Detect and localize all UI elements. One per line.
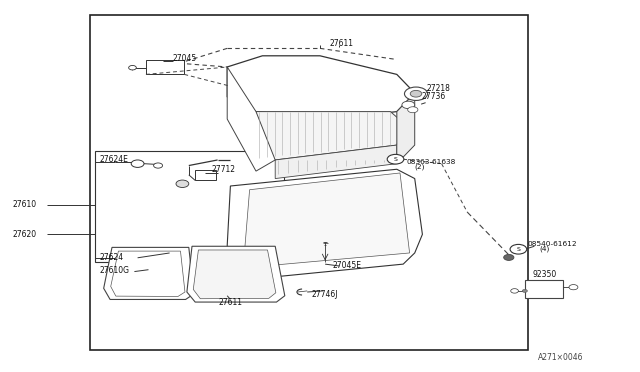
Text: 27712: 27712 [211,165,236,174]
Polygon shape [227,67,275,171]
Polygon shape [397,93,415,164]
Bar [195,170,216,180]
Circle shape [510,244,527,254]
Text: 27746J: 27746J [311,290,337,299]
Text: (2): (2) [415,164,425,170]
Polygon shape [243,173,410,268]
Text: S: S [516,247,520,252]
Bar [90,15,528,350]
Circle shape [404,87,428,100]
Polygon shape [187,246,285,302]
Polygon shape [256,112,403,160]
Circle shape [387,154,404,164]
Text: 08540-61612: 08540-61612 [528,241,578,247]
Text: 27624: 27624 [99,253,124,262]
Circle shape [408,107,418,113]
Circle shape [410,90,422,97]
Polygon shape [227,56,415,119]
Text: A271×0046: A271×0046 [538,353,583,362]
Polygon shape [104,247,194,299]
Circle shape [522,289,527,292]
Text: 27610: 27610 [13,200,37,209]
Text: 27611: 27611 [219,298,243,307]
Circle shape [569,285,578,290]
Text: 27045: 27045 [173,54,197,63]
Text: S: S [394,157,397,162]
Text: 27045E: 27045E [333,262,362,270]
Text: 27218: 27218 [426,84,450,93]
Circle shape [131,160,144,167]
Text: 27620: 27620 [13,230,37,239]
Circle shape [154,163,163,168]
Text: 08363-61638: 08363-61638 [406,159,456,165]
Circle shape [176,180,189,187]
Polygon shape [193,250,276,299]
Circle shape [129,65,136,70]
Text: 27624E: 27624E [99,155,128,164]
Text: 27610G: 27610G [99,266,129,275]
Bar [95,151,284,262]
Circle shape [402,101,415,109]
Bar [146,60,184,74]
Circle shape [504,254,514,260]
Polygon shape [227,169,422,279]
Bar [525,280,563,298]
Text: 27736: 27736 [421,92,445,101]
Polygon shape [275,145,397,179]
Text: (4): (4) [540,245,550,252]
Text: 27611: 27611 [330,39,354,48]
Text: 92350: 92350 [532,270,557,279]
Circle shape [511,289,518,293]
